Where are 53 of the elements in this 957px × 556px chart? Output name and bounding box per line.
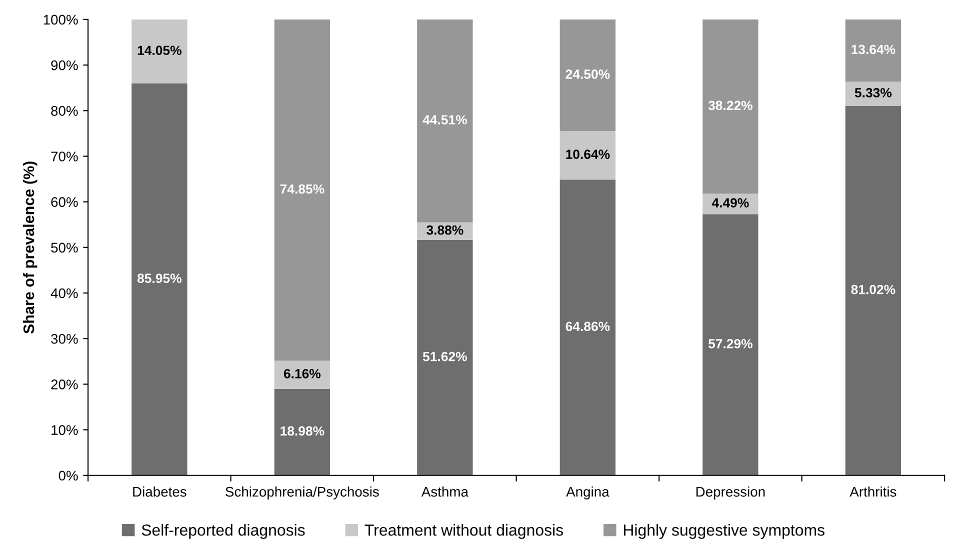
data-label: 74.85% — [280, 184, 324, 194]
bar — [274, 388, 330, 476]
y-tick-label: 10% — [52, 425, 78, 435]
legend-label: Self-reported diagnosis — [142, 524, 305, 539]
y-tick-label: 30% — [51, 334, 78, 344]
y-tick-label: 40% — [50, 288, 78, 298]
y-tick-label: 70% — [51, 152, 78, 162]
data-label: 6.16% — [284, 369, 321, 378]
data-label: 4.49% — [712, 198, 749, 208]
y-tick-label: 0% — [58, 470, 78, 481]
bar — [702, 19, 758, 194]
bar — [132, 84, 188, 476]
bar — [845, 82, 902, 106]
data-label: 10.64% — [566, 150, 610, 159]
y-tick-label: 100% — [44, 14, 78, 25]
x-tick-label: Arthritis — [850, 486, 896, 497]
x-tick-label: Diabetes — [133, 486, 186, 497]
bar — [560, 180, 616, 476]
bar — [417, 240, 473, 476]
bar — [845, 106, 902, 476]
legend-label: Treatment without diagnosis — [364, 524, 563, 539]
bar — [274, 360, 330, 389]
legend-label: Highly suggestive symptoms — [624, 524, 824, 539]
data-label: 13.64% — [852, 44, 896, 54]
data-label: 14.05% — [138, 46, 182, 56]
data-label: 81.02% — [851, 284, 896, 294]
y-tick-label: 60% — [51, 197, 78, 207]
data-label: 51.62% — [422, 352, 467, 362]
data-label: 64.86% — [566, 322, 610, 332]
x-tick-label: Depression — [696, 486, 765, 500]
y-tick-label: 90% — [51, 60, 78, 70]
bar — [560, 131, 616, 180]
data-label: 44.51% — [422, 115, 467, 124]
y-axis-title: Share of prevalence (%) — [23, 162, 38, 334]
data-label: 18.98% — [280, 426, 324, 436]
x-tick-label: Schizophrenia/Psychosis — [226, 486, 379, 500]
bar — [560, 19, 616, 132]
y-tick-label: 50% — [51, 242, 78, 253]
x-tick-label: Angina — [566, 486, 610, 500]
data-label: 57.29% — [708, 338, 752, 348]
y-tick-label: 80% — [51, 106, 78, 116]
bar — [845, 20, 902, 82]
data-label: 5.33% — [854, 88, 892, 98]
data-label: 24.50% — [566, 70, 610, 79]
y-tick-label: 20% — [51, 380, 78, 390]
bar — [274, 20, 330, 361]
data-label: 38.22% — [708, 100, 752, 110]
bar — [132, 19, 188, 84]
data-label: 3.88% — [426, 225, 464, 235]
bar — [417, 19, 473, 222]
bar — [702, 214, 758, 476]
data-label: 85.95% — [137, 274, 182, 283]
x-tick-label: Asthma — [421, 486, 468, 497]
